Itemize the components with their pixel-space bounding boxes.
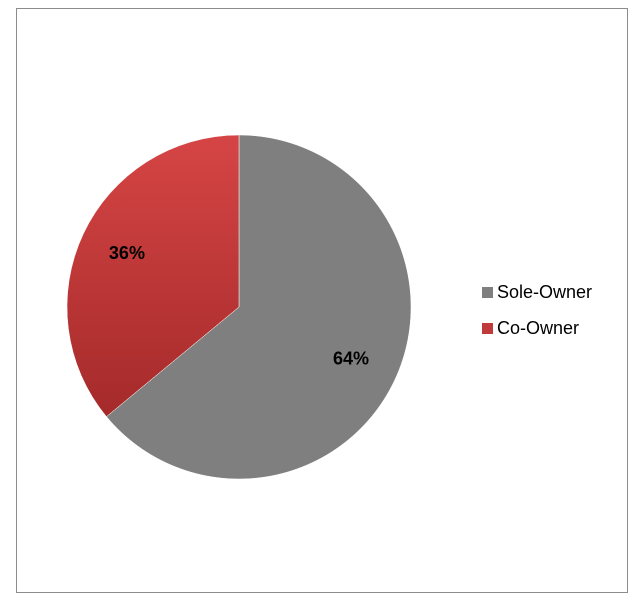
legend-swatch-co-owner (482, 322, 493, 334)
data-label-co-owner: 36% (109, 243, 145, 263)
legend-item-co-owner: Co-Owner (482, 317, 592, 339)
legend-swatch-sole-owner (482, 286, 493, 298)
pie-slice-sole-owner (106, 134, 412, 480)
data-label-sole-owner: 64% (333, 348, 369, 368)
pie-slice-co-owner (66, 134, 240, 417)
pie-slices (66, 134, 412, 480)
legend-label-sole-owner: Sole-Owner (497, 281, 593, 302)
pie-labels: 64% 36% (109, 243, 369, 368)
pie-chart: 64% 36% (66, 134, 412, 480)
legend-item-sole-owner: Sole-Owner (482, 281, 592, 303)
legend: Sole-Owner Co-Owner (482, 281, 592, 353)
chart-frame: 64% 36% Sole-Owner Co-Owner (16, 8, 628, 593)
legend-label-co-owner: Co-Owner (497, 317, 580, 338)
